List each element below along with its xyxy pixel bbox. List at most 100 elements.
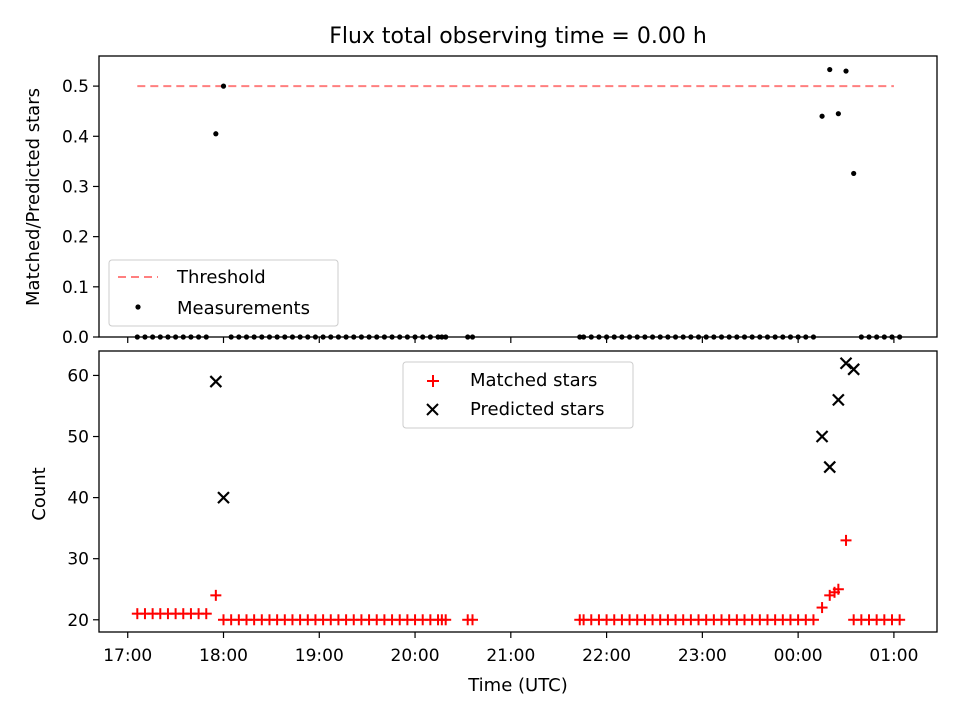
measurement-point — [718, 334, 725, 340]
measurement-point — [443, 334, 449, 340]
measurement-point — [803, 334, 809, 340]
x-tick-label: 21:00 — [486, 646, 535, 666]
measurement-point — [312, 334, 319, 340]
top-y-tick-label: 0.2 — [62, 228, 89, 248]
top-panel: 0.0 0.1 0.2 0.3 0.4 0.5 Matched/Predicted sta… — [23, 55, 938, 348]
measurement-point — [412, 334, 418, 340]
measurement-point — [374, 334, 380, 340]
measurement-point — [688, 334, 694, 340]
measurement-point — [764, 334, 771, 340]
measurement-point — [787, 334, 794, 340]
measurement-point — [626, 334, 633, 340]
measurement-point — [358, 334, 365, 340]
top-y-tick-label: 0.1 — [62, 278, 89, 298]
measurements-legend-swatch — [135, 304, 141, 310]
matched-star-point — [816, 602, 828, 614]
measurement-point — [289, 334, 296, 340]
top-legend: Threshold Measurements — [108, 259, 339, 327]
measurement-point — [596, 334, 602, 340]
top-legend-box — [108, 259, 339, 327]
bottom-y-axis-label: Count — [29, 467, 50, 520]
measurement-point — [439, 334, 445, 340]
predicted-star-stroke-b — [823, 460, 837, 474]
measurement-point — [420, 334, 426, 340]
matched-star-point — [894, 614, 906, 626]
measurement-point — [711, 334, 717, 340]
bottom-y-tick-label: 30 — [67, 550, 89, 570]
measurement-point — [236, 334, 242, 340]
measurement-point — [203, 334, 209, 340]
bottom-legend: Matched stars Predicted stars — [402, 361, 634, 429]
measurement-point — [634, 334, 640, 340]
bottom-y-tick-label: 60 — [67, 366, 89, 386]
measurement-point — [810, 334, 817, 340]
measurement-point — [665, 334, 671, 340]
measurement-point — [427, 334, 433, 340]
measurement-point — [581, 334, 587, 340]
measurement-point — [343, 334, 349, 340]
measurement-point — [881, 334, 887, 340]
predicted-star-point — [815, 430, 829, 443]
top-y-tick-label: 0.5 — [62, 77, 89, 97]
measurement-point — [157, 334, 163, 340]
chart-title: Flux total observing time = 0.00 h — [329, 24, 707, 49]
measurement-point — [320, 334, 326, 340]
x-tick-label: 20:00 — [391, 646, 440, 666]
x-axis-label: Time (UTC) — [467, 675, 568, 696]
measurement-point — [404, 334, 410, 340]
measurements-legend-label: Measurements — [177, 298, 310, 319]
measurement-point — [228, 334, 234, 340]
bottom-y-ticks: 20 30 40 50 60 — [67, 366, 99, 631]
measurement-point — [351, 334, 357, 340]
x-tick-label: 22:00 — [582, 646, 631, 666]
matched-star-point — [200, 608, 212, 620]
x-tick-label: 17:00 — [103, 646, 152, 666]
measurement-point — [266, 334, 273, 340]
measurement-point — [305, 334, 311, 340]
matched-legend-label: Matched stars — [470, 370, 597, 391]
measurement-point — [703, 334, 709, 340]
predicted-star-point — [832, 393, 845, 407]
measurement-point — [835, 111, 841, 117]
measurement-point — [726, 334, 732, 340]
predicted-star-stroke-b — [847, 363, 860, 376]
predicted-star-point — [847, 363, 860, 376]
measurement-point — [282, 334, 288, 340]
top-y-tick-label: 0.4 — [62, 127, 89, 147]
bottom-y-tick-label: 20 — [67, 611, 89, 631]
predicted-legend-swatch — [426, 403, 439, 416]
measurement-point — [866, 334, 872, 340]
predicted-star-stroke-b — [832, 393, 845, 407]
measurement-point — [180, 334, 186, 340]
matched-star-point — [467, 614, 479, 626]
measurements-series — [134, 66, 903, 340]
measurement-point — [695, 334, 702, 340]
bottom-y-tick-label: 40 — [67, 489, 89, 509]
measurement-point — [165, 334, 171, 340]
predicted-star-stroke-b — [209, 375, 223, 388]
matched-star-point — [440, 614, 452, 626]
measurement-point — [259, 334, 265, 340]
predicted-star-stroke-b — [839, 356, 853, 370]
measurement-point — [657, 334, 663, 340]
top-y-tick-label: 0.0 — [62, 328, 89, 348]
predicted-star-stroke-b — [815, 430, 829, 443]
measurement-point — [142, 334, 148, 340]
measurement-point — [397, 334, 403, 340]
matched-legend-swatch — [427, 375, 439, 387]
measurement-point — [173, 334, 179, 340]
measurement-point — [469, 334, 476, 340]
measurement-point — [889, 334, 895, 340]
measurement-point — [795, 334, 801, 340]
measurement-point — [680, 334, 686, 340]
measurement-point — [381, 334, 387, 340]
measurement-point — [897, 334, 903, 340]
measurement-point — [642, 334, 648, 340]
measurement-point — [619, 334, 625, 340]
bottom-y-tick-label: 50 — [67, 428, 89, 448]
matched-star-point — [210, 589, 222, 601]
predicted-star-point — [823, 460, 837, 474]
top-y-ticks: 0.0 0.1 0.2 0.3 0.4 0.5 — [62, 77, 99, 348]
measurement-point — [188, 334, 194, 340]
